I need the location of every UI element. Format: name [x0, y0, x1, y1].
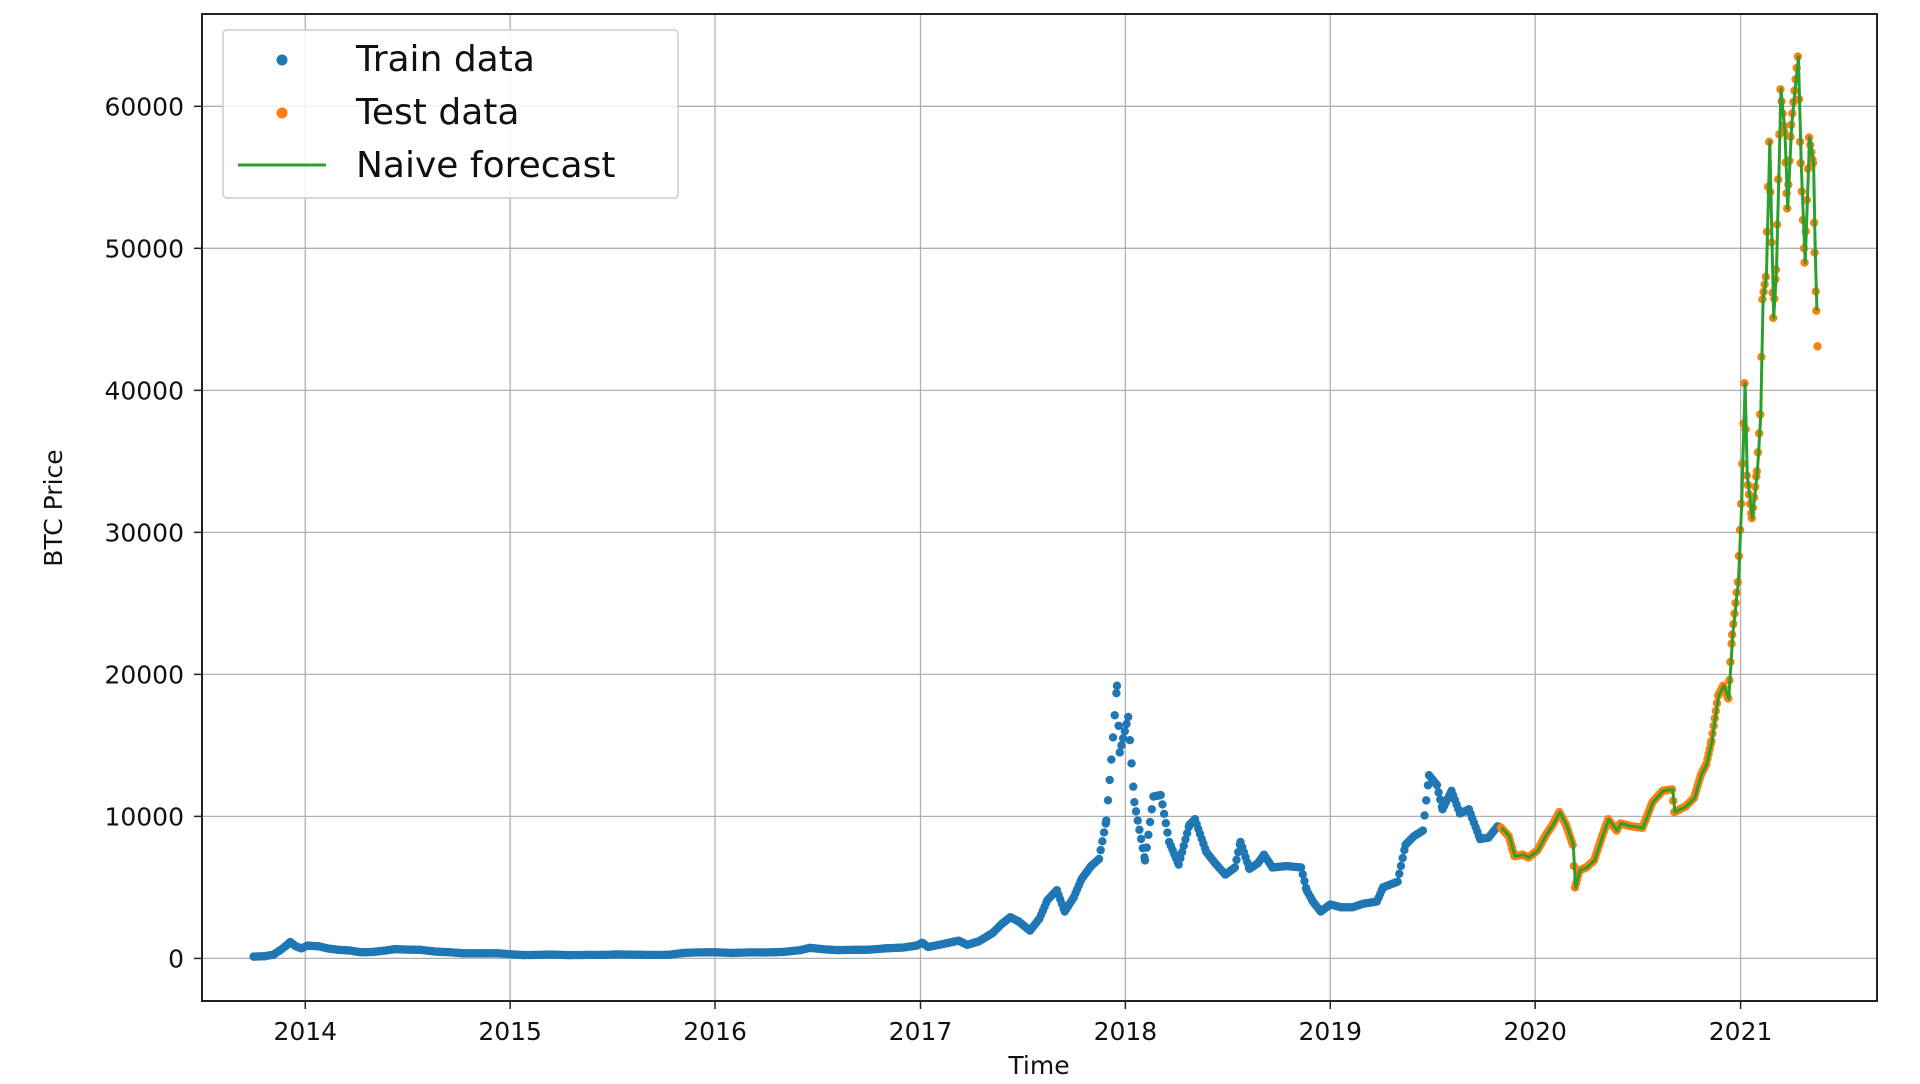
x-tick-label: 2016	[683, 1017, 747, 1046]
x-tick-label: 2019	[1298, 1017, 1362, 1046]
train-data-point	[1099, 828, 1109, 837]
train-data-point	[1418, 826, 1428, 835]
train-data-point	[1395, 869, 1404, 878]
y-tick-label: 50000	[104, 234, 184, 263]
x-tick-label: 2018	[1094, 1017, 1158, 1046]
train-data-point	[1127, 759, 1136, 768]
legend-forecast-label: Naive forecast	[356, 145, 615, 186]
train-data-point	[1131, 807, 1141, 816]
y-tick-label: 0	[168, 944, 184, 973]
train-data-point	[1120, 726, 1130, 736]
train-data-point	[1133, 816, 1142, 825]
naive-forecast-line	[1500, 55, 1819, 889]
train-data-point	[1136, 834, 1146, 844]
grid	[202, 14, 1877, 1001]
train-data-point	[1163, 828, 1172, 837]
train-data-point	[1298, 870, 1307, 879]
x-axis-label: Time	[1007, 1051, 1069, 1080]
train-data-point	[1140, 856, 1150, 865]
plot-frame	[201, 13, 1878, 1002]
train-data-point	[1135, 825, 1144, 834]
test-data-series	[1496, 52, 1822, 892]
train-data-point	[1232, 855, 1241, 865]
legend-box	[222, 29, 679, 199]
x-tick-label: 2021	[1709, 1017, 1773, 1046]
train-data-point	[1296, 863, 1306, 872]
y-tick-label: 60000	[104, 92, 184, 121]
train-data-point	[1230, 863, 1240, 872]
train-data-point	[1147, 805, 1156, 814]
train-data-point	[1094, 854, 1104, 864]
y-tick-label: 40000	[104, 376, 184, 405]
train-data-point	[1393, 877, 1402, 886]
train-data-point	[1423, 781, 1433, 790]
x-tick-label: 2020	[1503, 1017, 1567, 1046]
y-axis-label: BTC Price	[39, 449, 68, 566]
x-tick-label: 2017	[889, 1017, 953, 1046]
x-tick-label: 2014	[273, 1017, 337, 1046]
train-data-point	[1398, 853, 1407, 863]
train-data-point	[1129, 782, 1138, 791]
train-data-point	[1159, 809, 1169, 819]
train-data-point	[1123, 712, 1133, 722]
train-data-point	[1145, 817, 1155, 827]
plot-data	[249, 52, 1822, 961]
train-data-point	[1114, 721, 1123, 730]
train-data-point	[1434, 788, 1443, 797]
legend: Train data Test data Naive forecast	[222, 29, 679, 199]
train-data-point	[1122, 719, 1131, 729]
train-data-point	[1130, 797, 1139, 807]
train-data-point	[1158, 800, 1167, 809]
legend-train-label: Train data	[355, 39, 535, 80]
legend-train-marker	[276, 54, 288, 66]
train-data-point	[1112, 681, 1122, 690]
train-data-point	[1432, 780, 1442, 790]
x-tick-label: 2015	[478, 1017, 542, 1046]
train-data-point	[1300, 876, 1309, 886]
train-data-point	[1125, 736, 1135, 745]
train-data-point	[1117, 741, 1126, 750]
train-data-point	[1098, 837, 1107, 846]
train-data-point	[1105, 775, 1114, 785]
train-data-point	[1115, 748, 1124, 757]
legend-test-label: Test data	[355, 92, 519, 133]
train-data-point	[1420, 811, 1429, 820]
train-data-point	[1107, 755, 1116, 764]
train-data-point	[1102, 816, 1111, 825]
train-data-point	[1396, 861, 1406, 871]
y-tick-label: 10000	[104, 802, 184, 831]
train-data-point	[1108, 733, 1118, 742]
y-tick-label: 30000	[104, 518, 184, 547]
train-data-point	[1161, 818, 1170, 828]
y-tick-label: 20000	[104, 660, 184, 689]
train-data-point	[1142, 843, 1151, 852]
train-data-point	[1103, 796, 1113, 805]
train-data-point	[1118, 734, 1128, 743]
axis-ticks: 2014 2015 2016 2017 2018 2019 2020 2021 0 10000 20…	[104, 92, 1772, 1046]
train-data-point	[1110, 711, 1119, 720]
train-data-point	[1156, 790, 1165, 800]
train-data-point	[1144, 830, 1153, 840]
train-data-point	[1096, 845, 1105, 855]
train-data-point	[1112, 688, 1121, 698]
test-data-point	[1813, 342, 1822, 351]
train-data-series	[249, 681, 1506, 961]
train-data-point	[1422, 796, 1431, 805]
legend-test-marker	[276, 107, 288, 119]
